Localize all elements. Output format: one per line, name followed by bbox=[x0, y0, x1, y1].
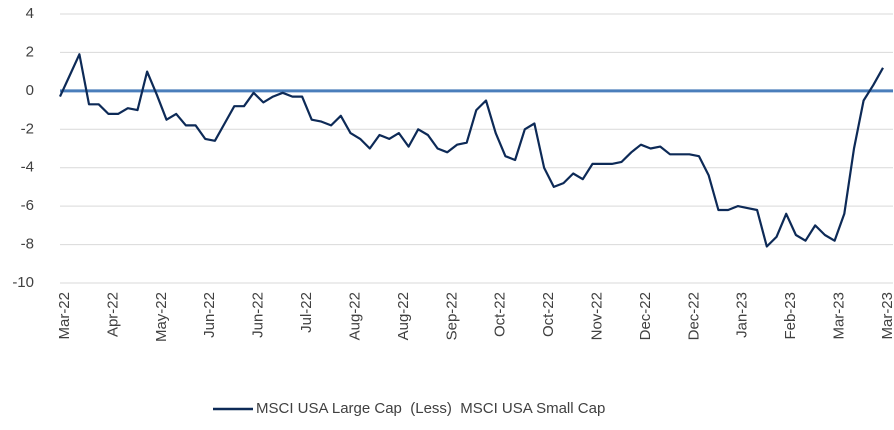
y-tick-label: 4 bbox=[26, 5, 34, 22]
y-tick-label: 2 bbox=[26, 43, 34, 60]
x-tick-label: Jun-22 bbox=[201, 292, 218, 338]
series-line bbox=[59, 53, 884, 248]
y-tick-label: 0 bbox=[26, 82, 34, 99]
y-tick-label: -10 bbox=[12, 274, 34, 291]
x-tick-label: Aug-22 bbox=[346, 292, 363, 340]
x-tick-label: Nov-22 bbox=[588, 292, 605, 340]
x-tick-label: Mar-23 bbox=[831, 292, 848, 340]
x-tick-label: Feb-23 bbox=[782, 292, 799, 340]
x-tick-label: Dec-22 bbox=[685, 292, 702, 340]
x-tick-label: Jan-23 bbox=[734, 292, 751, 338]
x-tick-label: Dec-22 bbox=[637, 292, 654, 340]
x-tick-label: Jun-22 bbox=[250, 292, 267, 338]
x-tick-label: Aug-22 bbox=[395, 292, 412, 340]
x-tick-label: Mar-22 bbox=[56, 292, 73, 340]
x-tick-label: Mar-23 bbox=[879, 292, 894, 340]
y-tick-label: -8 bbox=[21, 236, 34, 253]
x-tick-label: May-22 bbox=[153, 292, 170, 342]
y-tick-label: -2 bbox=[21, 120, 34, 137]
legend-label: MSCI USA Large Cap (Less) MSCI USA Small… bbox=[256, 400, 605, 417]
x-tick-label: Sep-22 bbox=[443, 292, 460, 340]
y-tick-label: -6 bbox=[21, 197, 34, 214]
x-tick-label: Oct-22 bbox=[492, 292, 509, 337]
x-tick-label: Apr-22 bbox=[104, 292, 121, 337]
x-tick-label: Jul-22 bbox=[298, 292, 315, 333]
y-tick-label: -4 bbox=[21, 159, 34, 176]
x-tick-label: Oct-22 bbox=[540, 292, 557, 337]
